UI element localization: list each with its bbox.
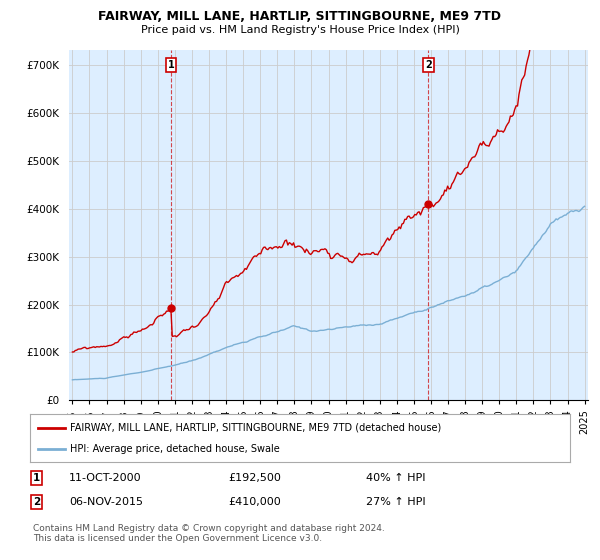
Text: 11-OCT-2000: 11-OCT-2000 [69,473,142,483]
Text: FAIRWAY, MILL LANE, HARTLIP, SITTINGBOURNE, ME9 7TD: FAIRWAY, MILL LANE, HARTLIP, SITTINGBOUR… [98,10,502,22]
Text: 40% ↑ HPI: 40% ↑ HPI [366,473,425,483]
Text: Price paid vs. HM Land Registry's House Price Index (HPI): Price paid vs. HM Land Registry's House … [140,25,460,35]
Text: £410,000: £410,000 [228,497,281,507]
Text: 2: 2 [33,497,40,507]
Text: Contains HM Land Registry data © Crown copyright and database right 2024.
This d: Contains HM Land Registry data © Crown c… [33,524,385,543]
Text: 2: 2 [425,60,431,70]
Text: HPI: Average price, detached house, Swale: HPI: Average price, detached house, Swal… [71,444,280,454]
Text: 06-NOV-2015: 06-NOV-2015 [69,497,143,507]
Text: 27% ↑ HPI: 27% ↑ HPI [366,497,425,507]
Text: 1: 1 [33,473,40,483]
Text: £192,500: £192,500 [228,473,281,483]
Text: FAIRWAY, MILL LANE, HARTLIP, SITTINGBOURNE, ME9 7TD (detached house): FAIRWAY, MILL LANE, HARTLIP, SITTINGBOUR… [71,423,442,433]
Text: 1: 1 [168,60,175,70]
